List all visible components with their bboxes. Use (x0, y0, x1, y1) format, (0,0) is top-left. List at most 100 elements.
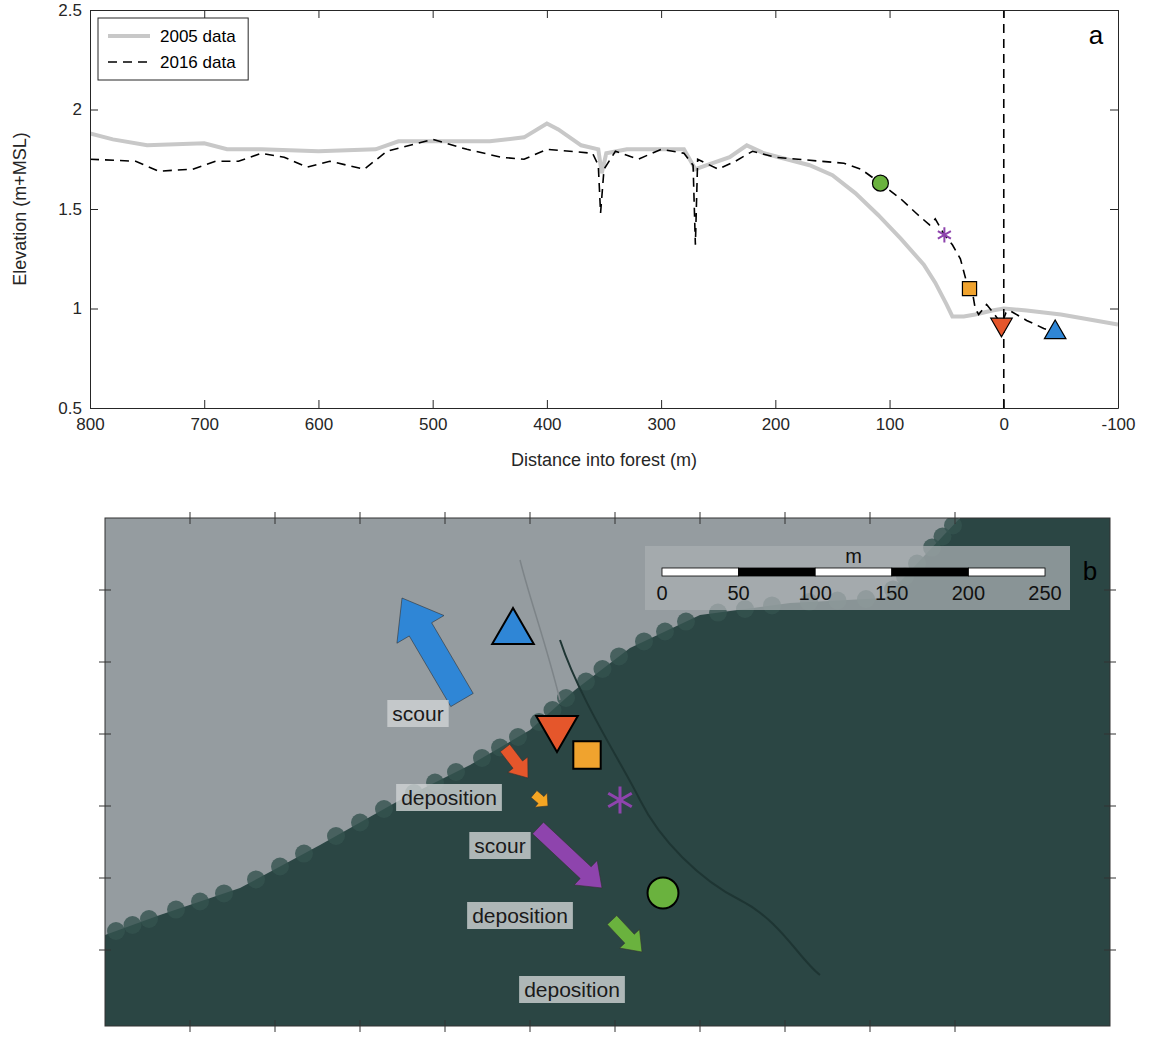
y-tick-mark (90, 209, 98, 210)
panel-b: 050100150200250mbscourdepositionscourdep… (99, 512, 1116, 1032)
canopy (635, 632, 653, 650)
x-tick-mark (1004, 400, 1005, 408)
site-marker (648, 878, 679, 909)
scale-bar-label: 250 (1028, 582, 1061, 604)
x-tick-mark (775, 400, 776, 408)
frame-tick (530, 1020, 531, 1032)
legend-label: 2005 data (160, 27, 236, 46)
plot-background (90, 10, 1118, 408)
annotation-label: deposition (472, 904, 568, 927)
frame-tick (700, 512, 701, 524)
annotation-label: deposition (401, 786, 497, 809)
x-tick-mark (1004, 10, 1005, 18)
frame-tick (1104, 590, 1116, 591)
frame-tick (99, 590, 111, 591)
data-point (1044, 320, 1065, 339)
x-tick-mark (318, 10, 319, 18)
scale-bar-label: 0 (656, 582, 667, 604)
x-tick (775, 10, 776, 18)
scale-bar-label: 100 (799, 582, 832, 604)
forest (105, 518, 1110, 1026)
frame-tick (445, 512, 446, 524)
site-marker (573, 741, 600, 768)
canopy (594, 660, 612, 678)
y-tick-label: 1.5 (58, 200, 82, 219)
frame-tick (530, 512, 531, 524)
frame-tick (190, 512, 191, 524)
y-tick: 2 (73, 100, 98, 119)
data-point (872, 175, 888, 191)
annotation: deposition (467, 902, 573, 929)
scale-bar-segment (662, 568, 739, 576)
y-tick-label: 2.5 (58, 1, 82, 20)
canopy (610, 647, 628, 665)
scale-bar-label: 200 (952, 582, 985, 604)
frame-tick (955, 512, 956, 524)
frame-tick (99, 662, 111, 663)
x-tick-mark (204, 10, 205, 18)
y-tick-mark (90, 408, 98, 409)
canopy (271, 858, 289, 876)
x-axis-top (91, 10, 1119, 18)
data-point (991, 318, 1012, 337)
frame-tick (785, 1020, 786, 1032)
site-marker (492, 608, 534, 644)
x-tick: 600 (305, 400, 333, 434)
frame-tick (955, 1020, 956, 1032)
y-tick (1110, 110, 1118, 111)
scale-bar-segment (892, 568, 969, 576)
y-tick-mark (90, 110, 98, 111)
x-tick-mark (433, 10, 434, 18)
creek (560, 640, 820, 975)
frame-tick (1104, 878, 1116, 879)
annotation-box (387, 700, 448, 727)
flow-arrow (531, 791, 548, 808)
frame-tick (1104, 734, 1116, 735)
frame-tick (700, 1020, 701, 1032)
figure: 8007006005004003002001000-1000.511.522.5… (0, 0, 1149, 1044)
frame-tick (99, 734, 111, 735)
x-tick-label: 700 (191, 415, 219, 434)
canopy (473, 749, 491, 767)
x-tick-label: 0 (1000, 415, 1009, 434)
y-axis: 0.511.522.5 (58, 1, 98, 418)
annotation: scour (469, 832, 530, 859)
canvas: 8007006005004003002001000-1000.511.522.5… (0, 0, 1149, 1044)
frame-tick (785, 512, 786, 524)
x-tick (318, 10, 319, 18)
x-tick-label: -100 (1101, 415, 1135, 434)
scale-bar-label: 150 (875, 582, 908, 604)
y-tick-mark (1110, 10, 1118, 11)
scale-bar-backing (645, 546, 1070, 610)
canopy (295, 845, 313, 863)
frame-tick (445, 1020, 446, 1032)
canopy (375, 800, 393, 818)
frame-tick (99, 950, 111, 951)
y-tick: 1.5 (58, 200, 98, 219)
x-tick-label: 500 (419, 415, 447, 434)
y-tick-mark (1110, 209, 1118, 210)
y-tick-label: 2 (73, 100, 82, 119)
annotation-label: deposition (524, 978, 620, 1001)
canopy (191, 893, 209, 911)
canopy (247, 870, 265, 888)
canopy (140, 910, 158, 928)
canopy (656, 623, 674, 641)
annotation: deposition (519, 976, 625, 1003)
y-tick-label: 0.5 (58, 399, 82, 418)
x-axis-title: Distance into forest (m) (511, 450, 697, 470)
annotation-label: scour (474, 834, 525, 857)
x-tick-label: 300 (647, 415, 675, 434)
scale-bar-segment (739, 568, 816, 576)
frame-tick (615, 512, 616, 524)
canopy (107, 922, 125, 940)
annotation: deposition (396, 784, 502, 811)
frame-tick (99, 806, 111, 807)
x-tick: 100 (876, 400, 904, 434)
axis-line (1118, 11, 1119, 409)
legend-swatch (108, 61, 150, 63)
canopy (677, 613, 695, 631)
x-tick-mark (661, 10, 662, 18)
x-tick: 200 (762, 400, 790, 434)
annotation-label: scour (392, 702, 443, 725)
